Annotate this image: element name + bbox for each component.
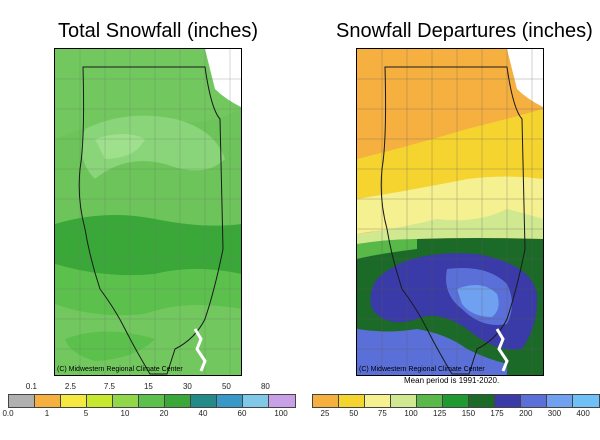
county-grid-right [357,49,543,375]
state-outline-right [380,66,526,375]
total-snowfall-map: (C) Midwestern Regional Climate Center [54,48,242,376]
departures-swatch [391,395,417,407]
snowfall-light-patch [81,115,226,179]
departures-shading [357,49,543,375]
snowfall-dark-band [55,215,241,276]
departures-light-blue-region [457,285,499,317]
snowfall-lightest-patch [95,134,145,159]
departures-tick-label: 175 [490,409,504,418]
departures-tick-label: 25 [320,409,330,418]
snowfall-medium-band [55,264,241,316]
river [193,328,207,372]
departures-pale-band [357,176,543,234]
departures-tick-label: 125 [433,409,447,418]
snowfall-tick-label-bottom: 1 [44,409,50,418]
state-outline [78,66,224,375]
snowfall-tick-label-top: 7.5 [103,382,115,391]
departures-green-sliver [357,239,417,259]
total-snowfall-title: Total Snowfall (inches) [58,20,259,42]
departures-swatch [495,395,521,407]
departures-swatch [339,395,365,407]
total-snowfall-shading [55,49,241,375]
left-credit: (C) Midwestern Regional Climate Center [57,366,183,373]
departures-swatch [469,395,495,407]
lake-michigan-area-right [507,49,543,107]
departures-tick-label: 100 [404,409,418,418]
snowfall-swatch [9,395,35,407]
snowfall-tick-label-top: 30 [182,382,192,391]
departures-tick-label: 400 [576,409,590,418]
departures-yellow-band [357,109,543,199]
departures-swatch [365,395,391,407]
snowfall-south-patch [65,331,155,361]
departures-tick-label: 150 [461,409,476,418]
snowfall-swatch [217,395,243,407]
snowfall-tick-label-bottom: 40 [198,409,208,418]
snowfall-swatch [139,395,165,407]
departures-legend: 25 50 75 100 125 150 175 200 300 400 [300,382,600,432]
mean-period-note: Mean period is 1991-2020. [404,376,500,385]
snowfall-tick-label-bottom: 20 [159,409,169,418]
snowfall-tick-label-bottom: 100 [274,409,288,418]
snowfall-tick-label-bottom: 60 [237,409,247,418]
snowfall-departures-title: Snowfall Departures (inches) [336,20,593,42]
snowfall-tick-label-bottom: 5 [83,409,89,418]
snowfall-color-bar [8,394,296,408]
snowfall-swatch [35,395,61,407]
snowfall-tick-label-top: 0.1 [25,382,37,391]
snowfall-swatch [243,395,269,407]
departures-tick-label: 75 [377,409,387,418]
snowfall-departures-map: (C) Midwestern Regional Climate Center [356,48,544,376]
snowfall-tick-label-bottom: 0.0 [2,409,14,418]
snowfall-swatch [269,395,295,407]
snowfall-tick-label-bottom: 10 [120,409,130,418]
departures-swatch [547,395,573,407]
departures-swatch [443,395,469,407]
departures-swatch [521,395,547,407]
snowfall-tick-label-top: 80 [260,382,270,391]
snowfall-swatch [87,395,113,407]
departures-swatch [417,395,443,407]
departures-color-bar [312,394,600,408]
departures-swatch [573,395,599,407]
departures-swatch [313,395,339,407]
snowfall-legend: 0.0 1 5 10 20 40 60 100 0.1 2.5 7.5 15 30 50 80 [0,382,300,432]
snowfall-tick-label-top: 50 [221,382,231,391]
snowfall-tick-label-top: 2.5 [64,382,76,391]
snowfall-swatch [113,395,139,407]
departures-tick-label: 300 [547,409,562,418]
snowfall-tick-label-top: 15 [143,382,153,391]
river-right [495,328,509,372]
departures-tick-label: 50 [349,409,359,418]
snowfall-swatch [165,395,191,407]
snowfall-north-band [55,49,241,139]
lake-michigan-area [205,49,241,107]
county-grid [55,49,241,375]
departures-tick-label: 200 [519,409,533,418]
right-credit: (C) Midwestern Regional Climate Center [359,366,485,373]
snowfall-swatch [61,395,87,407]
snowfall-swatch [191,395,217,407]
